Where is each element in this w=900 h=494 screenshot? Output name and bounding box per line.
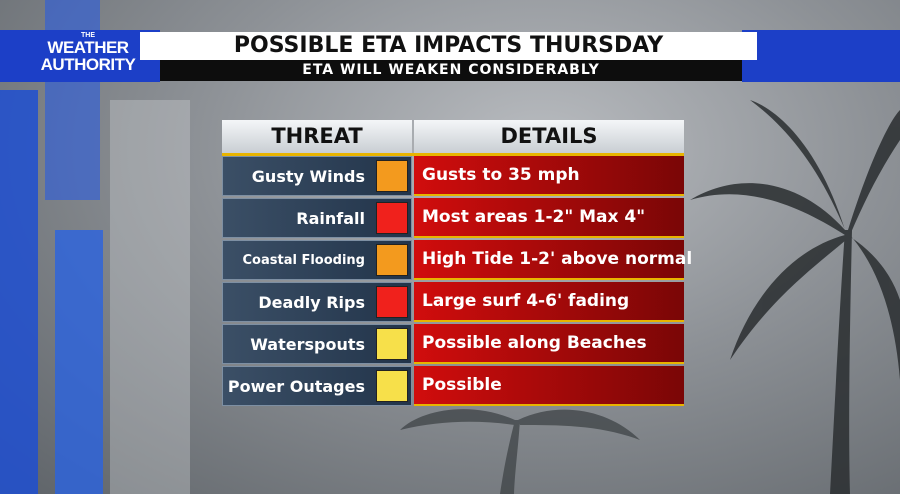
threat-level [376, 202, 408, 234]
logo-small: THE [81, 32, 95, 39]
header-rule [222, 153, 684, 156]
threat-level [376, 286, 408, 318]
column-header: DETAILS [414, 120, 684, 153]
grey-panel [110, 100, 190, 494]
details-cell: Possible along Beaches [414, 324, 684, 364]
palm-tree [400, 409, 640, 494]
title-box [140, 32, 757, 60]
details-cell: Gusts to 35 mph [414, 156, 684, 196]
blue-panel [0, 90, 38, 494]
details-cell: Large surf 4-6' fading [414, 282, 684, 322]
threat-level [376, 328, 408, 360]
details-cell: High Tide 1-2' above normal [414, 240, 692, 280]
blue-bar [742, 30, 900, 82]
subtitle: ETA WILL WEAKEN CONSIDERABLY [302, 62, 600, 78]
logo-line: AUTHORITY [40, 55, 136, 74]
logo-line: WEATHER [47, 38, 129, 57]
logo-bar [0, 30, 160, 82]
blue-panel [55, 230, 103, 494]
palm-tree [690, 100, 900, 494]
details-cell: Most areas 1-2" Max 4" [414, 198, 684, 238]
details-cell: Possible [414, 366, 684, 406]
threat-level [376, 160, 408, 192]
subtitle-box [160, 60, 742, 81]
threat-level [376, 370, 408, 402]
threat-level [376, 244, 408, 276]
column-header: THREAT [222, 120, 412, 153]
title: POSSIBLE ETA IMPACTS THURSDAY [233, 33, 664, 58]
logo: THE WEATHER AUTHORITY [40, 32, 136, 73]
